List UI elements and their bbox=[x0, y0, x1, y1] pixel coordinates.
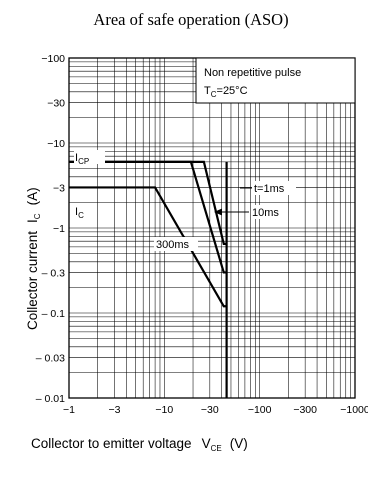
curve-layer bbox=[69, 160, 228, 398]
legend-line1: Non repetitive pulse bbox=[204, 67, 301, 79]
t300ms-label: 300ms bbox=[156, 239, 190, 251]
x-tick-label: −1 bbox=[63, 404, 75, 416]
curve-annotations: ICP IC t=1ms 10ms 300ms bbox=[74, 150, 296, 251]
x-tick-label: −30 bbox=[201, 404, 219, 416]
x-tick-label: −1000 bbox=[340, 404, 368, 416]
y-tick-label: – 0.01 bbox=[36, 393, 65, 405]
y-tick-label: −10 bbox=[47, 138, 65, 150]
x-tick-label: −10 bbox=[155, 404, 173, 416]
y-tick-label: −1 bbox=[53, 223, 65, 235]
ic-label: IC bbox=[75, 206, 84, 220]
y-tick-label: – 0.1 bbox=[42, 308, 66, 320]
t1ms-label: t=1ms bbox=[254, 183, 285, 195]
x-tick-label: −3 bbox=[108, 404, 120, 416]
y-tick-label: −100 bbox=[41, 53, 65, 65]
t10ms-arrow bbox=[214, 208, 222, 216]
x-tick-label: −100 bbox=[248, 404, 272, 416]
icp-label: ICP bbox=[75, 152, 89, 166]
y-tick-label: – 0.3 bbox=[42, 267, 66, 279]
x-tick-label: −300 bbox=[293, 404, 317, 416]
legend-line2: TC=25°C bbox=[204, 85, 248, 99]
legend-box: Non repetitive pulse TC=25°C bbox=[195, 57, 356, 104]
t10ms-label: 10ms bbox=[252, 207, 279, 219]
y-tick-label: – 0.03 bbox=[36, 352, 65, 364]
y-tick-label: −30 bbox=[47, 97, 65, 109]
x-tick-labels: −1 −3 −10 −30 −100 −300 −1000 bbox=[63, 404, 368, 416]
chart-title: Area of safe operation (ASO) bbox=[93, 10, 288, 29]
grid-layer bbox=[69, 58, 355, 398]
y-axis-label: Collector currentIC(A) bbox=[25, 187, 42, 330]
y-tick-label: −3 bbox=[53, 182, 65, 194]
y-tick-labels: – 0.01 – 0.03 – 0.1 – 0.3 −1 −3 −10 −30 −100 bbox=[36, 53, 65, 405]
x-axis-label: Collector to emitter voltage VCE (V) bbox=[31, 436, 248, 453]
